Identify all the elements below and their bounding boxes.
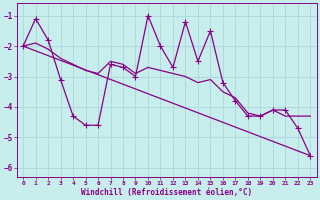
X-axis label: Windchill (Refroidissement éolien,°C): Windchill (Refroidissement éolien,°C) [81,188,252,197]
